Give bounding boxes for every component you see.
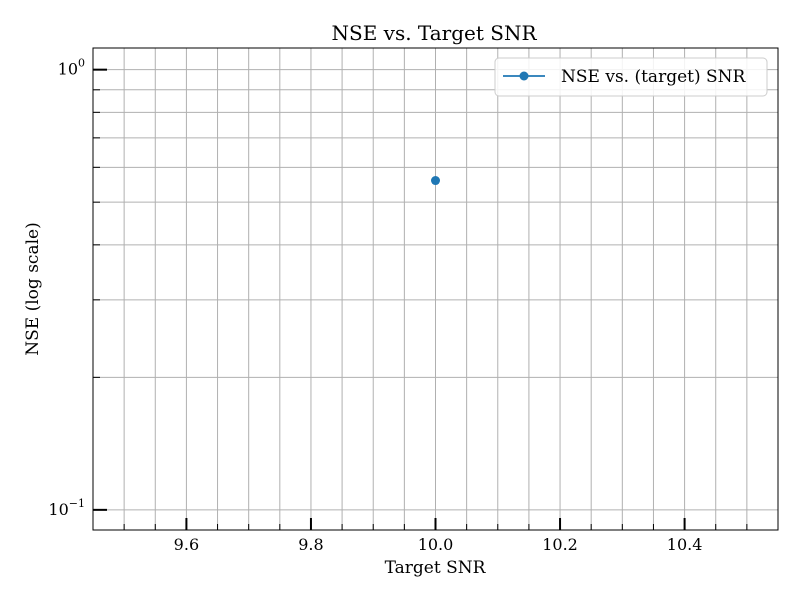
- x-tick-label: 9.8: [298, 535, 323, 554]
- y-tick-label: 10−1: [48, 497, 85, 519]
- y-axis-label: NSE (log scale): [23, 222, 43, 355]
- grid: [93, 48, 778, 530]
- y-tick-label: 100: [58, 57, 85, 79]
- x-axis-label: Target SNR: [385, 558, 487, 578]
- legend-marker-sample: [519, 71, 529, 81]
- x-tick-label: 10.0: [418, 535, 454, 554]
- axis-ticks: [93, 68, 748, 530]
- legend-box: [494, 57, 768, 97]
- x-tick-label: 9.6: [174, 535, 199, 554]
- chart-title: NSE vs. Target SNR: [332, 21, 538, 45]
- data-point: [431, 176, 440, 186]
- x-tick-label: 10.4: [667, 535, 703, 554]
- legend: NSE vs. (target) SNR: [494, 57, 768, 97]
- data-points: [431, 176, 440, 186]
- plot-area-frame: [92, 47, 779, 531]
- x-tick-label: 10.2: [542, 535, 578, 554]
- legend-entry-label: NSE vs. (target) SNR: [561, 67, 747, 87]
- tick-labels: 9.6 9.8 10.0 10.2 10.4 10−1 100: [48, 57, 702, 554]
